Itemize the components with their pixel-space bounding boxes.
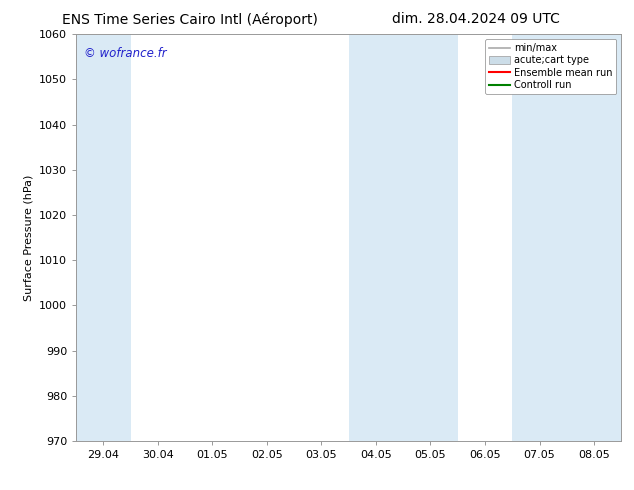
Text: dim. 28.04.2024 09 UTC: dim. 28.04.2024 09 UTC (392, 12, 559, 26)
Bar (512, 34, 621, 441)
Legend: min/max, acute;cart type, Ensemble mean run, Controll run: min/max, acute;cart type, Ensemble mean … (485, 39, 616, 94)
Text: © wofrance.fr: © wofrance.fr (84, 47, 167, 59)
Text: ENS Time Series Cairo Intl (Aéroport): ENS Time Series Cairo Intl (Aéroport) (62, 12, 318, 27)
Y-axis label: Surface Pressure (hPa): Surface Pressure (hPa) (23, 174, 34, 301)
Bar (349, 34, 458, 441)
Bar (76, 34, 131, 441)
